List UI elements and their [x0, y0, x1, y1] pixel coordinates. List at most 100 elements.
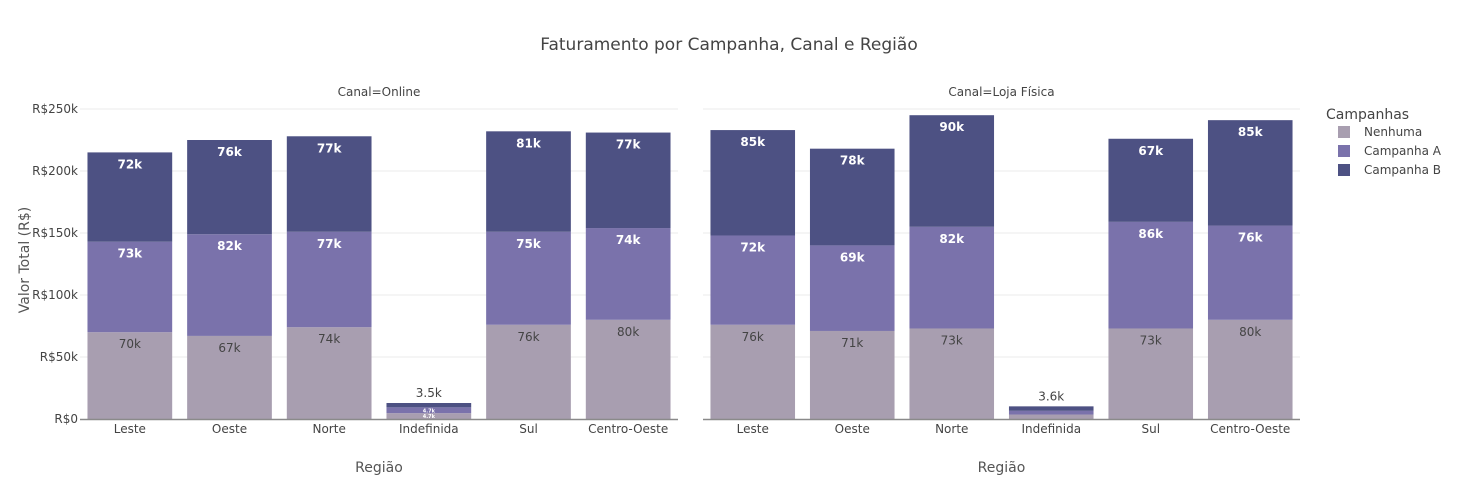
bar-segment: [809, 245, 895, 331]
x-tick-label: Leste: [737, 422, 769, 436]
bar-segment: [585, 228, 671, 320]
bar-segment: [187, 335, 272, 419]
y-tick-label: R$200k: [32, 164, 78, 178]
y-tick-label: R$50k: [40, 350, 78, 364]
data-label: 67k: [1138, 144, 1164, 158]
bar-segment: [187, 140, 272, 235]
data-label: 80k: [617, 325, 639, 339]
bar-segment: [909, 115, 995, 227]
x-axis-title: Região: [355, 460, 403, 476]
bar-segment: [1008, 410, 1094, 415]
data-label: 76k: [742, 330, 764, 344]
legend-label: Nenhuma: [1364, 125, 1422, 139]
bar-segment: [1207, 225, 1293, 320]
panel-subtitle: Canal=Loja Física: [948, 85, 1054, 99]
legend-swatch: [1338, 164, 1350, 176]
panel-2: Canal=Loja Física 76k 72k 85k Leste 71k 69k 78k…: [703, 85, 1300, 476]
bar-segment: [1207, 120, 1293, 226]
bar-segment: [386, 413, 472, 419]
y-tick-label: R$0: [54, 412, 78, 426]
bar-segment: [286, 136, 372, 232]
x-tick-label: Sul: [1141, 422, 1160, 436]
x-tick-label: Indefinida: [399, 422, 459, 436]
data-label: 71k: [841, 336, 863, 350]
legend-title: Campanhas: [1326, 107, 1409, 123]
bar-segment: [87, 241, 173, 333]
data-label: 3.6k: [1038, 389, 1064, 403]
x-tick-label: Oeste: [835, 422, 870, 436]
bar-segment: [585, 132, 671, 229]
data-label: 85k: [1238, 125, 1264, 139]
x-tick-label: Centro-Oeste: [1210, 422, 1290, 436]
data-label: 76k: [517, 330, 539, 344]
bar-segment: [710, 235, 796, 325]
bar-segment: [909, 328, 995, 419]
bar-segment: [1108, 138, 1194, 222]
legend-label: Campanha B: [1364, 163, 1441, 177]
legend-label: Campanha A: [1364, 144, 1442, 158]
x-tick-label: Centro-Oeste: [588, 422, 668, 436]
data-label: 4.7k: [423, 408, 436, 414]
bar-segment: [486, 131, 571, 232]
data-label: 4.7k: [423, 414, 436, 420]
legend-swatch: [1338, 126, 1350, 138]
bar-segment: [710, 130, 796, 236]
data-label: 77k: [317, 237, 343, 251]
legend-swatch: [1338, 145, 1350, 157]
panels: Canal=Online R$0 R$50k R$100k R$150k R$200k R$…: [32, 85, 1300, 476]
data-label: 67k: [218, 341, 240, 355]
panel-1: Canal=Online R$0 R$50k R$100k R$150k R$200k R$…: [32, 85, 678, 476]
bar-segment: [386, 407, 472, 414]
x-tick-label: Sul: [519, 422, 538, 436]
y-tick-label: R$150k: [32, 226, 78, 240]
data-label: 75k: [516, 237, 542, 251]
bar-segment: [87, 332, 173, 419]
data-label: 70k: [119, 337, 141, 351]
data-label: 3.5k: [416, 386, 442, 400]
data-label: 76k: [217, 145, 243, 159]
bar-segment: [909, 226, 995, 329]
data-label: 78k: [840, 154, 866, 168]
x-tick-label: Leste: [114, 422, 146, 436]
panel-subtitle: Canal=Online: [338, 85, 421, 99]
bar-segment: [809, 148, 895, 246]
bar-segment: [710, 324, 796, 419]
bar-segment: [187, 234, 272, 336]
data-label: 77k: [317, 141, 343, 155]
bar-segment: [386, 403, 472, 408]
data-label: 80k: [1239, 325, 1261, 339]
y-tick-label: R$100k: [32, 288, 78, 302]
legend-item[interactable]: Campanha A: [1338, 144, 1442, 158]
data-label: 73k: [941, 333, 963, 347]
x-tick-label: Norte: [312, 422, 345, 436]
data-label: 73k: [1140, 333, 1162, 347]
bar-segment: [1008, 406, 1094, 411]
bar-segment: [1108, 221, 1194, 329]
x-tick-label: Indefinida: [1021, 422, 1081, 436]
data-label: 74k: [318, 332, 340, 346]
bar-segment: [486, 324, 571, 419]
data-label: 72k: [117, 157, 143, 171]
x-tick-label: Oeste: [212, 422, 247, 436]
bar-segment: [286, 327, 372, 419]
data-label: 73k: [117, 247, 143, 261]
data-label: 74k: [616, 233, 642, 247]
data-label: 85k: [740, 135, 766, 149]
data-label: 90k: [939, 120, 965, 134]
chart-title: Faturamento por Campanha, Canal e Região: [540, 35, 917, 55]
data-label: 69k: [840, 250, 866, 264]
bar-segment: [1008, 414, 1094, 419]
bar-segment: [486, 231, 571, 325]
legend-item[interactable]: Nenhuma: [1338, 125, 1422, 139]
data-label: 77k: [616, 138, 642, 152]
x-axis-title: Região: [978, 460, 1026, 476]
bar-segment: [87, 152, 173, 242]
data-label: 76k: [1238, 231, 1264, 245]
x-tick-label: Norte: [935, 422, 968, 436]
legend-item[interactable]: Campanha B: [1338, 163, 1441, 177]
data-label: 81k: [516, 136, 542, 150]
legend: Campanhas Nenhuma Campanha A Campanha B: [1326, 107, 1442, 177]
data-label: 82k: [217, 239, 243, 253]
